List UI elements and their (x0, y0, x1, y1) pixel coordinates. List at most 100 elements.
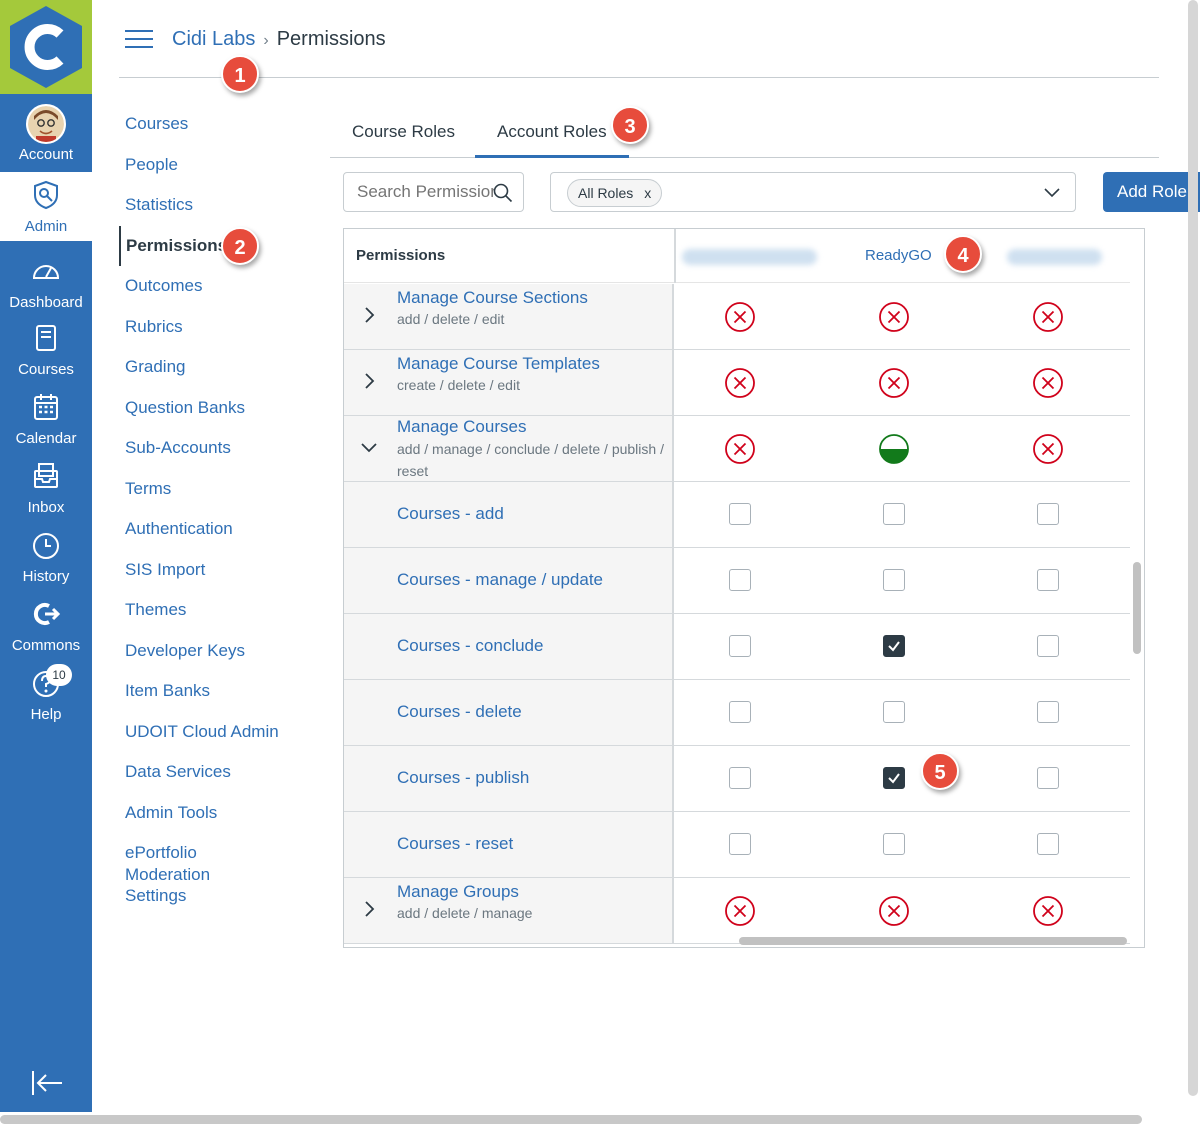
permission-checkbox[interactable] (729, 569, 751, 591)
account-nav-people[interactable]: People (125, 154, 178, 174)
permission-checkbox[interactable] (729, 767, 751, 789)
permission-partial-icon[interactable] (877, 432, 911, 466)
page-vertical-scrollbar[interactable] (1188, 0, 1198, 1096)
chevron-right-icon[interactable] (360, 306, 378, 324)
table-horizontal-scrollbar[interactable] (739, 937, 1127, 945)
breadcrumb-root-link[interactable]: Cidi Labs (172, 28, 256, 50)
permission-checkbox[interactable] (729, 701, 751, 723)
permission-row: Courses - delete (344, 680, 1130, 746)
account-nav-udoit-cloud-admin[interactable]: UDOIT Cloud Admin (125, 721, 279, 741)
permission-title[interactable]: Manage Course Templates (397, 354, 600, 373)
account-nav-eportfolio-moderation[interactable]: ePortfolio Moderation (125, 843, 211, 884)
account-nav-terms[interactable]: Terms (125, 478, 172, 498)
global-nav-courses[interactable]: Courses (0, 315, 92, 384)
global-nav-admin[interactable]: Admin (0, 172, 92, 241)
permissions-column-header: Permissions (356, 247, 446, 264)
account-nav-authentication[interactable]: Authentication (125, 519, 233, 538)
add-role-button[interactable]: Add Role (1103, 172, 1200, 212)
permission-denied-icon[interactable] (1031, 894, 1065, 928)
hamburger-menu-icon[interactable] (125, 30, 153, 50)
permission-checkbox[interactable] (1037, 767, 1059, 789)
permission-denied-icon[interactable] (877, 366, 911, 400)
page-horizontal-scrollbar[interactable] (0, 1115, 1142, 1124)
account-nav-themes[interactable]: Themes (125, 600, 187, 619)
permission-checkbox-checked[interactable] (883, 635, 905, 657)
permission-checkbox[interactable] (883, 503, 905, 525)
global-nav: Account Admin Dashboard Courses Calendar (0, 0, 92, 1112)
permission-checkbox[interactable] (1037, 833, 1059, 855)
permission-title[interactable]: Manage Courses (397, 417, 527, 436)
account-nav-admin-tools[interactable]: Admin Tools (125, 802, 218, 822)
chevron-right-icon[interactable] (360, 900, 378, 918)
checkmark-icon (888, 641, 900, 652)
account-nav-developer-keys[interactable]: Developer Keys (125, 640, 246, 660)
permission-checkbox[interactable] (1037, 701, 1059, 723)
chevron-down-icon[interactable] (360, 438, 378, 456)
account-nav-rubrics[interactable]: Rubrics (125, 316, 183, 336)
permission-checkbox[interactable] (1037, 635, 1059, 657)
permission-denied-icon[interactable] (877, 894, 911, 928)
global-nav-label: Dashboard (9, 294, 83, 311)
account-nav-statistics[interactable]: Statistics (125, 195, 194, 214)
account-nav-question-banks[interactable]: Question Banks (125, 397, 246, 417)
collapse-nav-icon[interactable] (30, 1068, 64, 1098)
chip-remove-icon[interactable]: x (644, 185, 652, 201)
clock-icon (33, 533, 59, 559)
account-nav-settings[interactable]: Settings (125, 886, 187, 905)
chevron-right-icon[interactable] (360, 372, 378, 390)
global-nav-history[interactable]: History (0, 522, 92, 591)
tab-account-roles[interactable]: Account Roles (475, 110, 629, 158)
permission-denied-icon[interactable] (723, 432, 757, 466)
global-nav-inbox[interactable]: Inbox (0, 453, 92, 522)
account-nav-grading[interactable]: Grading (125, 357, 186, 376)
permission-denied-icon[interactable] (1031, 432, 1065, 466)
account-nav-sis-import[interactable]: SIS Import (125, 559, 206, 579)
permission-denied-icon[interactable] (723, 300, 757, 334)
account-nav-sub-accounts[interactable]: Sub-Accounts (125, 438, 231, 457)
global-nav-commons[interactable]: Commons (0, 591, 92, 660)
permission-denied-icon[interactable] (877, 300, 911, 334)
permission-checkbox[interactable] (729, 503, 751, 525)
permission-checkbox[interactable] (1037, 569, 1059, 591)
permission-checkbox[interactable] (1037, 503, 1059, 525)
account-nav-permissions[interactable]: Permissions (119, 225, 329, 266)
permission-label-cell: Courses - reset (344, 812, 674, 877)
role-filter-select[interactable]: All Roles x (550, 172, 1076, 212)
permission-checkbox[interactable] (883, 833, 905, 855)
permission-checkbox[interactable] (729, 833, 751, 855)
global-nav-label: History (22, 568, 70, 585)
permission-sub-item: Courses - manage / update (397, 570, 604, 589)
permission-denied-icon[interactable] (723, 894, 757, 928)
step-marker-2: 2 (221, 227, 259, 265)
permission-checkbox[interactable] (883, 701, 905, 723)
account-nav-outcomes[interactable]: Outcomes (125, 276, 203, 295)
tab-course-roles[interactable]: Course Roles (352, 122, 455, 141)
canvas-logo[interactable] (0, 0, 92, 94)
permission-denied-icon[interactable] (1031, 366, 1065, 400)
permission-denied-icon[interactable] (723, 366, 757, 400)
permission-checkbox-checked[interactable] (883, 767, 905, 789)
search-permissions-input[interactable] (344, 173, 494, 211)
chevron-down-icon[interactable] (1043, 185, 1061, 199)
global-nav-dashboard[interactable]: Dashboard (0, 248, 92, 317)
calendar-icon (34, 394, 58, 420)
permission-row: Manage Courses add / manage / conclude / … (344, 416, 1130, 482)
account-nav-data-services[interactable]: Data Services (125, 762, 231, 781)
global-nav-label: Admin (24, 218, 68, 235)
global-nav-calendar[interactable]: Calendar (0, 384, 92, 453)
table-vertical-scrollbar[interactable] (1133, 562, 1141, 654)
global-nav-help[interactable]: 10 Help (0, 660, 92, 729)
role-tabs: Course Roles Account Roles (330, 110, 1159, 158)
role-header-readygo[interactable]: ReadyGO (865, 247, 932, 264)
account-nav-item-banks[interactable]: Item Banks (125, 681, 211, 700)
permission-sub-item: Courses - reset (397, 834, 514, 853)
permission-checkbox[interactable] (883, 569, 905, 591)
permission-row: Manage Course Sections add / delete / edi… (344, 284, 1130, 350)
permission-checkbox[interactable] (729, 635, 751, 657)
global-nav-account[interactable]: Account (0, 96, 92, 165)
permission-denied-icon[interactable] (1031, 300, 1065, 334)
account-nav-courses[interactable]: Courses (125, 114, 189, 133)
permission-title[interactable]: Manage Course Sections (397, 288, 588, 307)
role-filter-chip[interactable]: All Roles x (567, 179, 663, 207)
permission-title[interactable]: Manage Groups (397, 882, 519, 901)
